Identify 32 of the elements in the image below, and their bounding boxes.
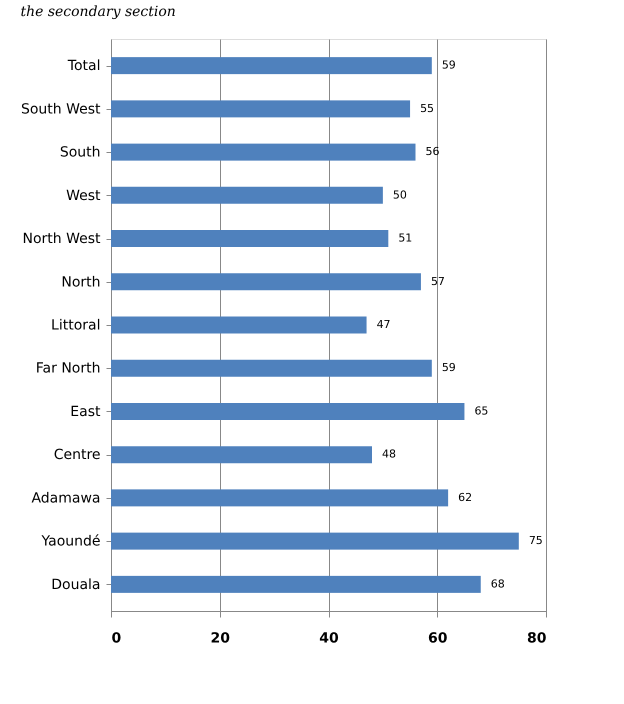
data-label: 55 <box>420 102 434 115</box>
data-label: 51 <box>398 232 412 245</box>
y-tick-label: Douala <box>51 576 100 593</box>
data-label: 65 <box>474 404 488 418</box>
y-tick-label: South <box>60 144 100 161</box>
data-label: 50 <box>392 188 407 202</box>
y-tick-label: East <box>70 404 101 420</box>
y-tick-label: West <box>66 188 102 204</box>
data-label: 68 <box>490 577 505 590</box>
data-label: 59 <box>442 361 456 374</box>
text: the secondary section <box>20 4 176 20</box>
data-label: 47 <box>376 318 391 331</box>
y-tick-label: North West <box>22 231 102 248</box>
y-tick-label: Centre <box>54 447 100 464</box>
data-label: 62 <box>458 490 472 504</box>
x-tick-label: 20 <box>210 630 230 646</box>
data-label: 56 <box>426 145 440 158</box>
y-tick-label: South West <box>20 101 102 118</box>
data-label: 57 <box>430 274 445 288</box>
x-tick-label: 40 <box>319 630 339 646</box>
y-tick-label: Littoral <box>51 318 100 334</box>
data-label: 59 <box>442 58 456 72</box>
y-tick-label: Adamawa <box>31 490 100 506</box>
y-tick-label: North <box>61 274 100 290</box>
y-tick-label: Far North <box>36 360 100 377</box>
y-tick-label: Total <box>66 58 100 74</box>
data-label: 75 <box>528 534 543 548</box>
x-tick-label: 80 <box>527 630 547 646</box>
y-tick-label: Yaoundé <box>40 534 100 550</box>
x-tick-label: 0 <box>112 630 122 646</box>
data-label: 48 <box>382 448 396 461</box>
x-tick-label: 60 <box>428 630 448 646</box>
